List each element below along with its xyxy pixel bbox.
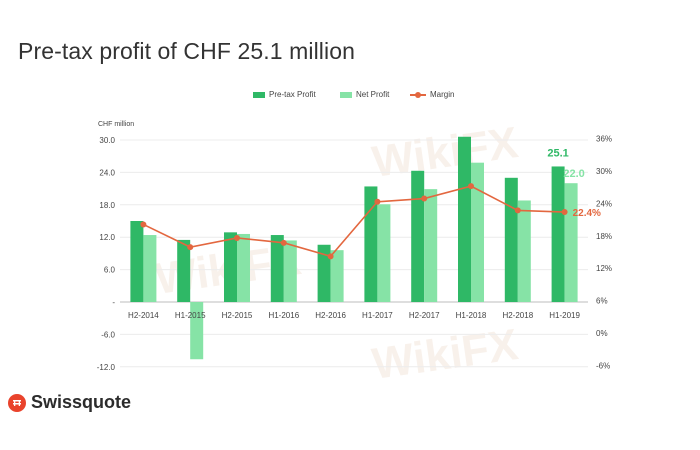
y-axis-unit-label: CHF million [98, 121, 135, 128]
margin-point [468, 183, 474, 190]
x-tick-label: H1-2017 [362, 311, 393, 320]
legend-label-margin: Margin [430, 90, 455, 99]
labels-layer: 30.0 24.0 18.0 12.0 6.0 - -6.0 -12.0 36% 30% 24% 18… [97, 135, 612, 372]
bar-pretax [551, 166, 565, 302]
bar-pretax [504, 177, 518, 302]
legend-item-net: Net Profit [340, 90, 389, 99]
brand-logo-icon [8, 393, 26, 412]
margin-point [140, 221, 147, 228]
y2-tick-label: 6% [596, 297, 608, 306]
y-tick-label: 18.0 [99, 201, 115, 210]
y-tick-label: - [112, 298, 115, 307]
x-tick-label: H2-2017 [409, 311, 440, 320]
legend-label-pretax: Pre-tax Profit [269, 90, 316, 99]
legend-swatch-net [340, 91, 352, 98]
bar-net [517, 200, 531, 302]
y-tick-label: 30.0 [99, 136, 115, 145]
brand-logo: Swissquote [8, 392, 131, 413]
x-tick-label: H2-2018 [502, 311, 533, 320]
bar-pretax [458, 136, 471, 302]
margin-point [280, 239, 287, 246]
data-label: 22.4% [573, 208, 601, 219]
x-tick-label: H1-2015 [175, 311, 206, 320]
bar-net [283, 240, 297, 302]
margin-point [187, 244, 194, 251]
bar-net [143, 235, 157, 302]
line-layer [140, 183, 568, 260]
x-tick-label: H1-2018 [456, 311, 487, 320]
bar-net [190, 302, 204, 360]
legend-label-net: Net Profit [356, 90, 390, 99]
y-tick-label: -12.0 [97, 363, 116, 372]
y-tick-label: 12.0 [99, 233, 115, 242]
y2-tick-label: 0% [596, 329, 608, 338]
legend-item-margin: Margin [410, 90, 454, 99]
bar-pretax [317, 244, 331, 302]
legend-swatch-pretax [253, 91, 265, 98]
y-tick-label: -6.0 [101, 330, 115, 339]
margin-point [327, 253, 334, 260]
x-tick-label: H2-2016 [315, 311, 346, 320]
margin-point [421, 195, 428, 202]
y-tick-label: 24.0 [99, 168, 115, 177]
bar-pretax [130, 221, 144, 302]
chart-title: Pre-tax profit of CHF 25.1 million [18, 38, 356, 64]
bar-net [564, 183, 578, 302]
y2-tick-label: -6% [596, 361, 610, 370]
x-tick-label: H2-2014 [128, 311, 159, 320]
margin-point [561, 209, 568, 216]
y2-tick-label: 36% [596, 135, 612, 144]
y2-tick-label: 18% [596, 232, 612, 241]
bar-net [471, 162, 484, 302]
bar-net [377, 204, 391, 302]
bar-net [424, 189, 438, 302]
margin-line [143, 185, 565, 258]
data-label: 22.0 [563, 168, 584, 180]
brand-name: Swissquote [31, 392, 132, 412]
y2-tick-label: 30% [596, 167, 612, 176]
bar-pretax [364, 186, 378, 302]
x-tick-label: H2-2015 [222, 311, 253, 320]
bar-pretax [224, 232, 237, 302]
data-label: 25.1 [547, 147, 568, 159]
bar-pretax [411, 170, 425, 302]
bar-pretax [270, 235, 284, 302]
bar-net [237, 233, 250, 302]
margin-point [514, 207, 521, 214]
x-tick-label: H1-2016 [268, 311, 299, 320]
bar-net [330, 250, 344, 302]
margin-point [374, 198, 381, 205]
x-tick-label: H1-2019 [549, 311, 580, 320]
bar-pretax [177, 239, 191, 302]
margin-point [234, 234, 240, 241]
y2-tick-label: 12% [596, 264, 612, 273]
legend-swatch-margin [410, 91, 426, 98]
y-tick-label: 6.0 [104, 266, 116, 275]
bars-layer [130, 136, 578, 360]
y2-tick-label: 24% [596, 199, 612, 208]
legend-item-pretax: Pre-tax Profit [253, 90, 316, 99]
